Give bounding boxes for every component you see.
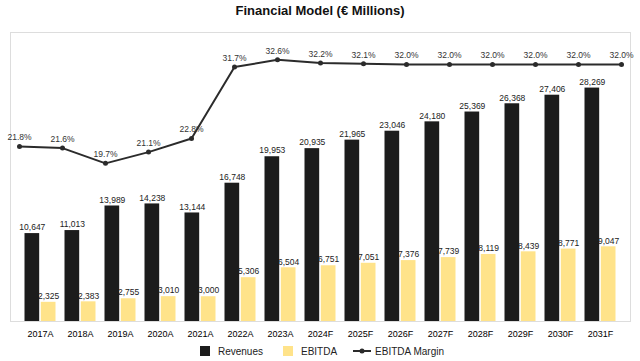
svg-text:2018A: 2018A [67,329,93,339]
svg-text:2019A: 2019A [107,329,133,339]
svg-text:8,119: 8,119 [478,243,499,253]
svg-text:13,989: 13,989 [99,195,125,205]
svg-text:8,439: 8,439 [518,241,540,251]
svg-text:2021A: 2021A [187,329,213,339]
svg-text:19.7%: 19.7% [93,149,118,159]
svg-text:14,238: 14,238 [139,193,165,203]
html-text:Revenues: Revenues [218,345,263,357]
svg-text:7,376: 7,376 [398,249,420,259]
svg-text:2024F: 2024F [308,329,334,339]
svg-text:21.1%: 21.1% [136,138,161,148]
svg-text:28,269: 28,269 [579,77,605,87]
svg-text:2025F: 2025F [348,329,374,339]
html-text:EBITDA: EBITDA [301,345,338,357]
svg-text:2029F: 2029F [508,329,534,339]
svg-text:7,051: 7,051 [358,252,380,262]
svg-text:32.2%: 32.2% [308,49,333,59]
svg-text:32.0%: 32.0% [480,50,505,60]
svg-text:7,739: 7,739 [438,246,460,256]
html-text:Financial Model (€ Millions): Financial Model (€ Millions) [235,3,405,18]
svg-text:32.1%: 32.1% [351,50,376,60]
svg-text:22.8%: 22.8% [179,124,204,134]
svg-text:21.8%: 21.8% [7,132,32,142]
svg-text:6,751: 6,751 [318,254,340,264]
svg-text:2027F: 2027F [428,329,454,339]
svg-text:2030F: 2030F [548,329,574,339]
svg-text:13,144: 13,144 [179,202,205,212]
svg-text:23,046: 23,046 [379,120,405,130]
svg-text:3,010: 3,010 [158,285,180,295]
svg-text:20,935: 20,935 [299,137,325,147]
svg-text:32.0%: 32.0% [566,50,591,60]
html-text:EBITDA Margin: EBITDA Margin [375,345,444,357]
svg-text:2017A: 2017A [27,329,53,339]
svg-text:21,965: 21,965 [339,129,365,139]
svg-text:2020A: 2020A [147,329,173,339]
svg-text:32.0%: 32.0% [609,50,634,60]
svg-text:2,383: 2,383 [78,291,100,301]
svg-text:6,504: 6,504 [278,257,300,267]
svg-text:3,000: 3,000 [198,285,220,295]
svg-text:2022A: 2022A [227,329,253,339]
svg-text:2023A: 2023A [267,329,293,339]
svg-text:8,771: 8,771 [558,238,580,248]
svg-text:24,180: 24,180 [419,111,445,121]
svg-text:32.6%: 32.6% [265,46,290,56]
svg-text:2031F: 2031F [588,329,614,339]
svg-text:21.6%: 21.6% [50,134,75,144]
svg-text:16,748: 16,748 [219,172,245,182]
svg-text:2026F: 2026F [388,329,414,339]
svg-text:32.0%: 32.0% [394,50,419,60]
svg-text:25,369: 25,369 [459,101,485,111]
svg-text:19,953: 19,953 [259,145,285,155]
svg-text:27,406: 27,406 [539,84,565,94]
svg-text:5,306: 5,306 [238,266,260,276]
svg-text:10,647: 10,647 [19,222,45,232]
svg-text:9,047: 9,047 [598,236,620,246]
svg-text:26,368: 26,368 [499,92,525,102]
svg-text:2,325: 2,325 [38,291,60,301]
svg-text:32.0%: 32.0% [523,50,548,60]
svg-text:2,755: 2,755 [118,287,140,297]
svg-text:2028F: 2028F [468,329,494,339]
svg-text:32.0%: 32.0% [437,50,462,60]
svg-text:11,013: 11,013 [60,219,86,229]
svg-text:31.7%: 31.7% [222,53,247,63]
